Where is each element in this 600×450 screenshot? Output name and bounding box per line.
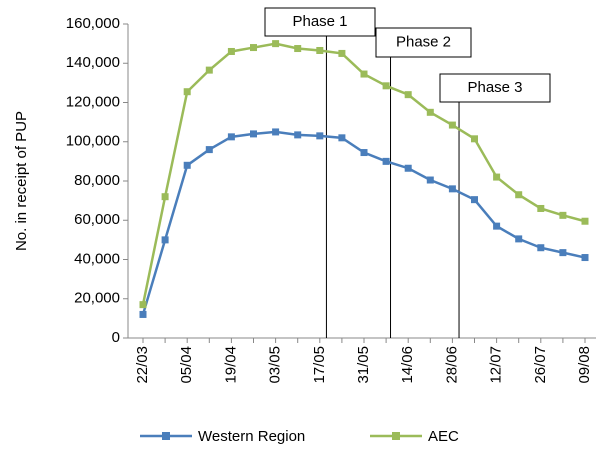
y-tick-label: 120,000 bbox=[66, 93, 120, 110]
phase-label: Phase 3 bbox=[467, 79, 522, 96]
point bbox=[493, 222, 501, 230]
point bbox=[448, 121, 456, 129]
y-tick-label: 80,000 bbox=[74, 172, 120, 189]
point bbox=[294, 45, 302, 53]
x-tick-label: 19/04 bbox=[222, 346, 239, 384]
point bbox=[272, 128, 280, 136]
y-tick-label: 20,000 bbox=[74, 290, 120, 307]
x-tick-label: 14/06 bbox=[399, 346, 416, 384]
point bbox=[426, 108, 434, 116]
legend-label: AEC bbox=[428, 428, 459, 445]
point bbox=[537, 244, 545, 252]
x-tick-label: 03/05 bbox=[267, 346, 284, 384]
point bbox=[581, 217, 589, 225]
point bbox=[183, 161, 191, 169]
point bbox=[161, 193, 169, 201]
point bbox=[338, 134, 346, 142]
point bbox=[404, 164, 412, 172]
phase-box bbox=[375, 27, 472, 58]
point bbox=[316, 46, 324, 54]
phase-label: Phase 1 bbox=[292, 13, 347, 30]
point bbox=[338, 49, 346, 57]
y-tick-label: 40,000 bbox=[74, 250, 120, 267]
point bbox=[426, 176, 434, 184]
point bbox=[272, 40, 280, 48]
point bbox=[205, 146, 213, 154]
y-axis-label: No. in receipt of PUP bbox=[13, 111, 30, 251]
x-tick-label: 26/07 bbox=[532, 346, 549, 384]
legend-marker bbox=[162, 432, 170, 440]
point bbox=[515, 235, 523, 243]
point bbox=[250, 44, 257, 52]
point bbox=[471, 196, 478, 204]
point bbox=[404, 91, 412, 99]
y-tick-label: 160,000 bbox=[66, 15, 120, 32]
x-tick-label: 05/04 bbox=[178, 346, 195, 384]
x-tick-label: 12/07 bbox=[488, 346, 505, 384]
phase-label: Phase 2 bbox=[396, 33, 451, 50]
point bbox=[250, 130, 257, 138]
point bbox=[294, 131, 302, 139]
x-tick-label: 28/06 bbox=[443, 346, 460, 384]
point bbox=[183, 88, 191, 96]
x-tick-label: 31/05 bbox=[355, 346, 372, 384]
point bbox=[316, 132, 324, 140]
point bbox=[537, 204, 545, 212]
point bbox=[581, 254, 589, 262]
point bbox=[139, 301, 147, 309]
point bbox=[161, 236, 169, 244]
x-tick-label: 09/08 bbox=[576, 346, 593, 384]
point bbox=[205, 66, 213, 74]
point bbox=[382, 82, 390, 90]
point bbox=[227, 47, 235, 55]
point bbox=[448, 185, 456, 193]
x-tick-label: 22/03 bbox=[134, 346, 151, 384]
phase-box bbox=[439, 73, 551, 103]
point bbox=[360, 70, 368, 78]
legend-marker bbox=[392, 432, 400, 440]
point bbox=[471, 135, 478, 143]
point bbox=[559, 211, 567, 219]
y-tick-label: 100,000 bbox=[66, 133, 120, 150]
legend-label: Western Region bbox=[198, 428, 305, 445]
x-tick-label: 17/05 bbox=[311, 346, 328, 384]
point bbox=[559, 249, 567, 257]
point bbox=[382, 157, 390, 165]
point bbox=[227, 133, 235, 141]
y-tick-label: 60,000 bbox=[74, 211, 120, 228]
phase-box bbox=[264, 7, 376, 37]
y-tick-label: 140,000 bbox=[66, 54, 120, 71]
point bbox=[515, 191, 523, 199]
point bbox=[139, 310, 147, 318]
series-line bbox=[141, 130, 586, 315]
y-tick-label: 0 bbox=[112, 329, 120, 346]
point bbox=[360, 149, 368, 157]
point bbox=[493, 173, 501, 181]
